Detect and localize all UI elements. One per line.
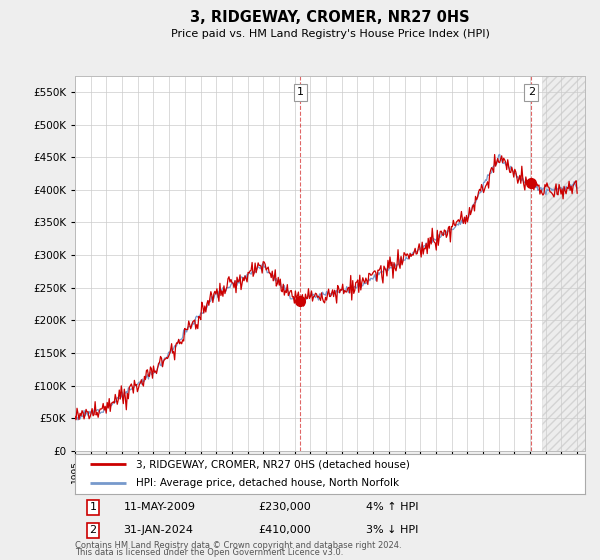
Text: 3, RIDGEWAY, CROMER, NR27 0HS (detached house): 3, RIDGEWAY, CROMER, NR27 0HS (detached … bbox=[136, 460, 410, 469]
Text: HPI: Average price, detached house, North Norfolk: HPI: Average price, detached house, Nort… bbox=[136, 478, 400, 488]
Text: 3, RIDGEWAY, CROMER, NR27 0HS: 3, RIDGEWAY, CROMER, NR27 0HS bbox=[190, 10, 470, 25]
Text: 3% ↓ HPI: 3% ↓ HPI bbox=[366, 525, 418, 535]
Text: £410,000: £410,000 bbox=[259, 525, 311, 535]
Text: Price paid vs. HM Land Registry's House Price Index (HPI): Price paid vs. HM Land Registry's House … bbox=[170, 29, 490, 39]
Text: 11-MAY-2009: 11-MAY-2009 bbox=[124, 502, 196, 512]
Text: 1: 1 bbox=[297, 87, 304, 97]
Text: 1: 1 bbox=[89, 502, 97, 512]
Bar bbox=[542, 76, 585, 451]
Text: £230,000: £230,000 bbox=[259, 502, 311, 512]
Text: Contains HM Land Registry data © Crown copyright and database right 2024.: Contains HM Land Registry data © Crown c… bbox=[75, 541, 401, 550]
Text: 2: 2 bbox=[528, 87, 535, 97]
Text: 2: 2 bbox=[89, 525, 97, 535]
Text: 4% ↑ HPI: 4% ↑ HPI bbox=[366, 502, 418, 512]
Text: 31-JAN-2024: 31-JAN-2024 bbox=[124, 525, 193, 535]
Text: This data is licensed under the Open Government Licence v3.0.: This data is licensed under the Open Gov… bbox=[75, 548, 343, 557]
